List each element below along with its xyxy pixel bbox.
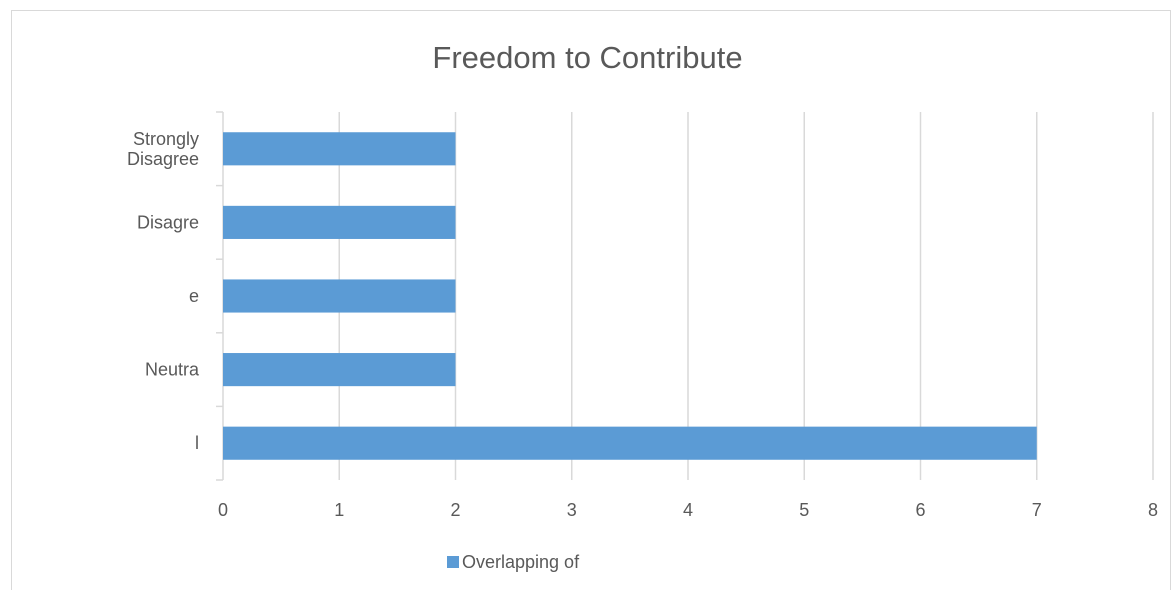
x-tick-label: 7 bbox=[1032, 500, 1042, 520]
x-tick-label: 5 bbox=[799, 500, 809, 520]
legend-label: Overlapping of bbox=[462, 552, 580, 572]
x-tick-label: 0 bbox=[218, 500, 228, 520]
chart-frame bbox=[11, 10, 1171, 590]
category-label: Neutra bbox=[145, 360, 200, 380]
bar bbox=[223, 426, 1037, 460]
category-label: l bbox=[195, 433, 199, 453]
category-label: Disagree bbox=[127, 149, 199, 169]
x-tick-label: 4 bbox=[683, 500, 693, 520]
x-tick-label: 6 bbox=[915, 500, 925, 520]
x-tick-label: 2 bbox=[450, 500, 460, 520]
category-label: Strongly bbox=[133, 129, 199, 149]
bar bbox=[223, 205, 456, 239]
legend-swatch bbox=[447, 556, 459, 568]
x-tick-label: 1 bbox=[334, 500, 344, 520]
bar bbox=[223, 353, 456, 387]
chart-title: Freedom to Contribute bbox=[432, 40, 743, 75]
bar bbox=[223, 279, 456, 313]
x-tick-label: 3 bbox=[567, 500, 577, 520]
category-label: Disagre bbox=[137, 212, 199, 232]
category-label: e bbox=[189, 286, 199, 306]
bar bbox=[223, 132, 456, 166]
x-tick-label: 8 bbox=[1148, 500, 1158, 520]
